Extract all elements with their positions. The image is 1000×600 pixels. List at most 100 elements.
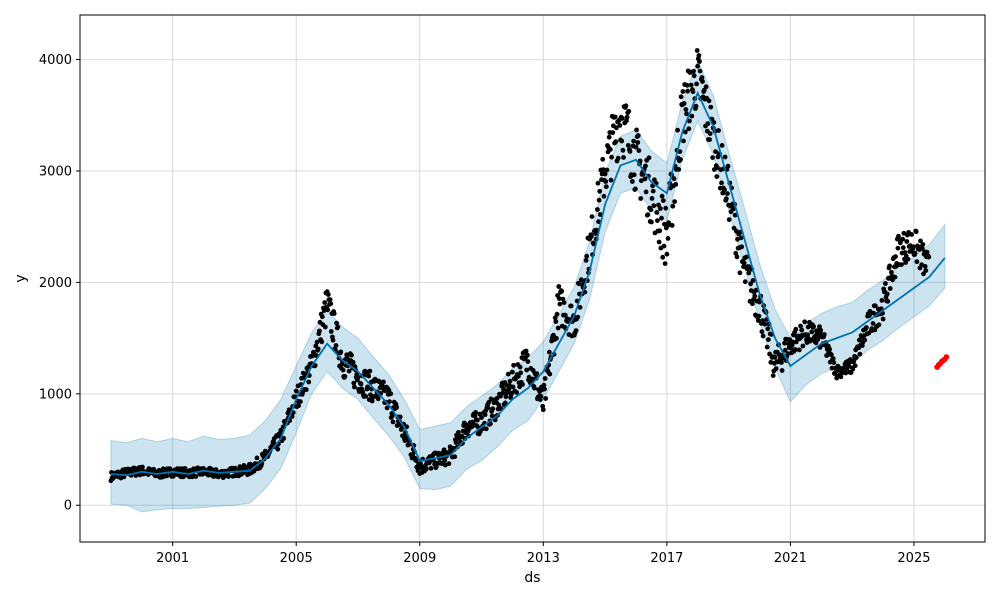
observed-point bbox=[884, 291, 890, 297]
observed-point bbox=[367, 368, 373, 374]
observed-point bbox=[375, 396, 381, 402]
observed-point bbox=[351, 380, 357, 386]
observed-point bbox=[706, 98, 712, 104]
observed-point bbox=[722, 187, 727, 193]
observed-point bbox=[669, 223, 675, 228]
observed-point bbox=[752, 293, 758, 299]
observed-point bbox=[645, 212, 651, 218]
observed-point bbox=[725, 191, 730, 197]
observed-point bbox=[765, 326, 771, 332]
observed-point bbox=[340, 367, 346, 373]
observed-point bbox=[643, 163, 648, 169]
observed-point bbox=[815, 337, 821, 342]
observed-point bbox=[700, 79, 705, 84]
observed-point bbox=[659, 215, 664, 221]
observed-point bbox=[896, 233, 901, 239]
observed-point bbox=[319, 314, 325, 320]
observed-point bbox=[734, 254, 740, 260]
observed-point bbox=[554, 335, 559, 341]
observed-point bbox=[507, 378, 513, 384]
observed-point bbox=[428, 465, 434, 471]
observed-point bbox=[725, 163, 731, 169]
observed-point bbox=[596, 197, 602, 203]
observed-point bbox=[773, 366, 779, 371]
observed-point bbox=[333, 343, 339, 348]
observed-point bbox=[918, 238, 923, 244]
observed-point bbox=[691, 68, 696, 74]
observed-point bbox=[275, 446, 281, 452]
observed-point bbox=[693, 103, 699, 109]
observed-point bbox=[608, 147, 613, 152]
observed-point bbox=[254, 455, 260, 461]
observed-point bbox=[520, 382, 525, 387]
observed-point bbox=[483, 426, 489, 432]
observed-point bbox=[790, 339, 796, 345]
observed-point bbox=[811, 324, 816, 329]
grid bbox=[80, 15, 985, 542]
observed-point bbox=[538, 394, 544, 399]
x-tick-label: 2017 bbox=[650, 551, 683, 566]
observed-point bbox=[546, 349, 552, 355]
observed-point bbox=[626, 108, 632, 114]
observed-point bbox=[739, 244, 745, 250]
x-tick-label: 2001 bbox=[156, 551, 189, 566]
observed-point bbox=[568, 303, 574, 309]
observed-point bbox=[390, 413, 395, 419]
observed-point bbox=[486, 400, 492, 405]
observed-point bbox=[659, 193, 665, 199]
observed-point bbox=[707, 131, 713, 137]
observed-point bbox=[609, 154, 614, 160]
observed-point bbox=[597, 212, 603, 217]
observed-point bbox=[876, 322, 882, 328]
observed-point bbox=[127, 467, 133, 472]
observed-point bbox=[759, 329, 765, 334]
observed-point bbox=[831, 360, 837, 365]
x-tick-label: 2013 bbox=[527, 551, 560, 566]
observed-point bbox=[681, 101, 687, 106]
observed-point bbox=[753, 287, 759, 293]
observed-point bbox=[746, 270, 752, 276]
observed-point bbox=[439, 461, 445, 466]
observed-point bbox=[638, 196, 644, 201]
observed-point bbox=[779, 360, 784, 365]
observed-point bbox=[697, 68, 703, 74]
observed-point bbox=[782, 340, 787, 346]
observed-point bbox=[500, 390, 506, 396]
observed-point bbox=[551, 332, 556, 338]
observed-point bbox=[850, 366, 856, 372]
observed-point bbox=[911, 244, 916, 250]
x-tick-label: 2025 bbox=[897, 551, 930, 566]
observed-point bbox=[889, 269, 894, 275]
observed-point bbox=[661, 243, 667, 249]
observed-point bbox=[612, 114, 618, 120]
observed-point bbox=[760, 333, 766, 339]
observed-point bbox=[556, 284, 562, 289]
observed-point bbox=[776, 352, 782, 357]
observed-point bbox=[394, 405, 399, 410]
observed-point bbox=[764, 344, 770, 350]
observed-point bbox=[608, 177, 614, 183]
observed-point bbox=[703, 84, 709, 90]
observed-point bbox=[456, 430, 461, 435]
observed-point bbox=[355, 374, 361, 380]
observed-point bbox=[864, 325, 869, 330]
observed-point bbox=[770, 373, 776, 378]
observed-point bbox=[479, 415, 484, 420]
observed-point bbox=[390, 419, 396, 425]
observed-point bbox=[697, 59, 702, 64]
observed-point bbox=[924, 249, 930, 255]
observed-point bbox=[298, 399, 303, 404]
x-axis: 2001 2005 2009 2013 2017 2021 2025 bbox=[156, 542, 931, 566]
observed-point bbox=[686, 126, 692, 132]
observed-point bbox=[671, 176, 677, 182]
observed-point bbox=[463, 422, 469, 428]
observed-point bbox=[657, 206, 663, 211]
y-tick-label: 2000 bbox=[39, 276, 72, 291]
observed-point bbox=[798, 323, 803, 329]
observed-point bbox=[670, 203, 676, 209]
observed-point bbox=[387, 399, 392, 404]
observed-point bbox=[685, 88, 690, 94]
recent-points bbox=[934, 354, 950, 370]
observed-point bbox=[688, 82, 694, 88]
